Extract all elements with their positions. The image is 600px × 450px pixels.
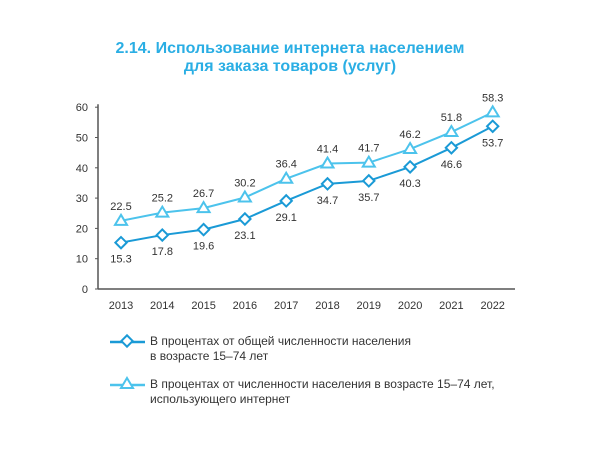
data-label: 41.4	[317, 144, 338, 156]
data-point-triangle	[319, 155, 336, 169]
data-label: 53.7	[482, 137, 503, 149]
data-label: 51.8	[441, 112, 462, 124]
series-line	[120, 125, 494, 244]
data-point-triangle	[278, 170, 294, 184]
data-label: 40.3	[399, 178, 420, 190]
data-point-triangle	[195, 200, 212, 214]
series-line	[120, 111, 494, 222]
y-tick-label: 10	[76, 254, 88, 266]
data-label: 46.6	[441, 159, 462, 171]
data-point-diamond	[279, 193, 294, 208]
data-label: 35.7	[358, 192, 379, 204]
x-tick-label: 2018	[315, 300, 339, 312]
data-point-diamond	[361, 173, 376, 188]
data-point-diamond	[444, 140, 459, 155]
x-tick-label: 2015	[191, 300, 215, 312]
x-tick-label: 2020	[398, 300, 422, 312]
data-label: 29.1	[275, 212, 296, 224]
x-tick-label: 2013	[109, 300, 133, 312]
legend-item-internet-users: В процентах от численности населения в в…	[150, 377, 495, 407]
data-label: 41.7	[358, 143, 379, 155]
x-tick-label: 2016	[233, 300, 257, 312]
data-label: 15.3	[110, 254, 131, 266]
data-point-triangle	[402, 141, 418, 155]
data-point-triangle	[443, 124, 460, 138]
legend-diamond-icon	[119, 333, 135, 349]
data-label: 36.4	[275, 159, 296, 171]
x-tick-label: 2014	[150, 300, 174, 312]
data-point-triangle	[361, 154, 377, 168]
data-label: 30.2	[234, 177, 255, 189]
legend-triangle-icon	[119, 376, 135, 389]
data-point-diamond	[320, 176, 335, 191]
data-label: 26.7	[193, 188, 214, 200]
y-tick-label: 20	[76, 223, 88, 235]
data-label: 23.1	[234, 230, 255, 242]
chart-title-line1: 2.14. Использование интернета населением	[115, 40, 465, 57]
data-point-diamond	[237, 211, 252, 227]
data-point-triangle	[154, 204, 171, 218]
data-point-triangle	[237, 189, 253, 203]
legend-label: использующего интернет	[150, 392, 291, 406]
data-point-diamond	[196, 222, 211, 237]
data-label: 46.2	[399, 129, 420, 141]
data-point-triangle	[484, 104, 501, 118]
y-tick-label: 30	[76, 193, 88, 205]
legend-label: в возрасте 15–74 лет	[150, 349, 269, 363]
data-label: 22.5	[110, 201, 131, 213]
data-label: 17.8	[152, 246, 173, 258]
y-tick-label: 50	[76, 133, 88, 145]
data-point-diamond	[113, 235, 129, 250]
data-point-diamond	[403, 159, 418, 174]
chart-title-line2: для заказа товаров (услуг)	[183, 58, 397, 75]
data-point-triangle	[113, 212, 129, 226]
data-point-diamond	[485, 119, 500, 134]
x-tick-label: 2022	[480, 300, 504, 312]
data-label: 34.7	[317, 195, 338, 207]
x-tick-label: 2019	[357, 300, 381, 312]
x-tick-label: 2021	[439, 300, 463, 312]
y-tick-label: 60	[76, 102, 88, 114]
y-tick-label: 0	[82, 284, 88, 296]
x-tick-label: 2017	[274, 300, 298, 312]
data-label: 25.2	[152, 193, 173, 205]
y-tick-label: 40	[76, 163, 88, 175]
data-label: 19.6	[193, 241, 214, 253]
data-point-diamond	[155, 227, 170, 243]
legend-label: В процентах от общей численности населен…	[150, 334, 411, 348]
legend-label: В процентах от численности населения в в…	[150, 377, 495, 391]
legend-item-total: В процентах от общей численности населен…	[150, 334, 411, 364]
data-label: 58.3	[482, 92, 503, 104]
